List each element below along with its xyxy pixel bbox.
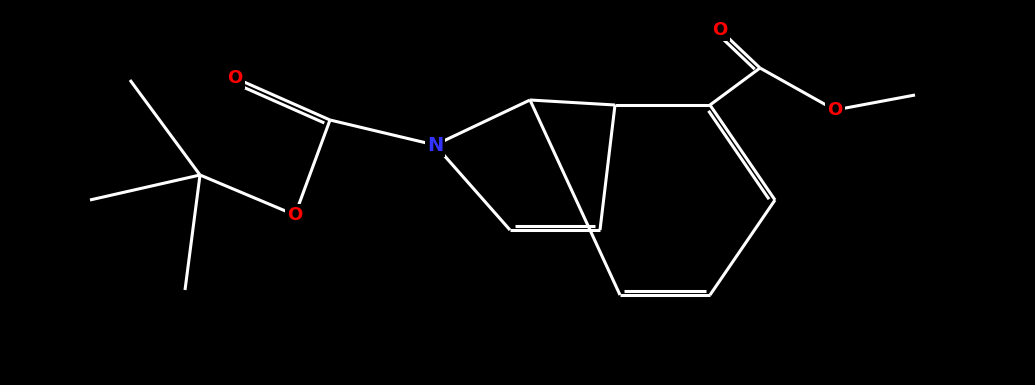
Text: O: O	[712, 21, 728, 39]
Text: O: O	[228, 69, 242, 87]
Text: N: N	[426, 136, 443, 154]
Text: O: O	[288, 206, 302, 224]
Text: O: O	[827, 101, 842, 119]
